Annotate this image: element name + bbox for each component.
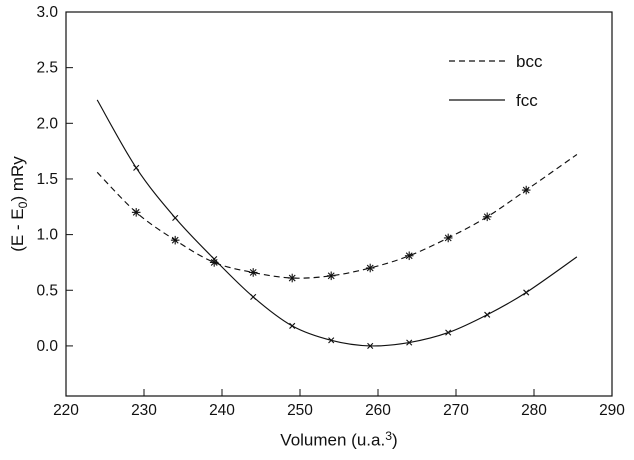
x-tick-label: 270 bbox=[443, 402, 469, 419]
legend-label-fcc: fcc bbox=[516, 91, 538, 110]
x-axis-title: Volumen (u.a.3) bbox=[280, 429, 397, 451]
asterisk-marker bbox=[404, 251, 414, 261]
fcc-markers bbox=[133, 164, 530, 349]
y-tick-label: 2.0 bbox=[36, 115, 58, 132]
plot-frame bbox=[65, 11, 613, 397]
marker-stroke bbox=[171, 236, 179, 244]
x-marker bbox=[406, 339, 413, 346]
asterisk-marker bbox=[248, 268, 258, 277]
x-tick-label: 250 bbox=[287, 402, 313, 419]
legend-label-bcc: bcc bbox=[516, 52, 543, 71]
y-tick-label: 0.5 bbox=[36, 282, 58, 299]
x-tick-label: 230 bbox=[131, 402, 157, 419]
marker-stroke bbox=[445, 329, 452, 336]
marker-stroke bbox=[132, 208, 140, 216]
y-tick-label: 1.5 bbox=[36, 171, 58, 188]
asterisk-marker bbox=[443, 233, 453, 243]
y-axis-title-text-end: ) mRy bbox=[8, 156, 28, 202]
x-marker bbox=[211, 256, 218, 263]
marker-stroke bbox=[328, 337, 335, 344]
marker-stroke bbox=[250, 293, 257, 301]
x-marker bbox=[445, 329, 452, 336]
marker-stroke bbox=[289, 322, 296, 329]
y-tick-label: 2.5 bbox=[36, 60, 58, 77]
bcc-curve bbox=[96, 154, 578, 279]
x-marker bbox=[484, 311, 491, 318]
y-axis-title: (E - E0) mRy bbox=[8, 156, 30, 252]
marker-stroke bbox=[367, 342, 374, 349]
y-tick-label: 3.0 bbox=[36, 4, 58, 21]
asterisk-marker bbox=[365, 263, 375, 273]
x-axis-title-text-end: ) bbox=[392, 430, 398, 450]
y-axis-title-text: (E - E bbox=[8, 208, 28, 252]
x-tick-label: 220 bbox=[53, 402, 79, 419]
asterisk-marker bbox=[131, 208, 141, 217]
marker-stroke bbox=[172, 214, 179, 221]
marker-stroke bbox=[366, 264, 374, 272]
marker-stroke bbox=[249, 269, 257, 276]
x-tick-label: 240 bbox=[209, 402, 235, 419]
x-marker bbox=[133, 164, 140, 171]
asterisk-marker bbox=[170, 235, 180, 245]
marker-stroke bbox=[523, 289, 530, 296]
marker-stroke bbox=[405, 252, 413, 260]
x-marker bbox=[172, 214, 179, 221]
x-tick-label: 290 bbox=[599, 402, 625, 419]
asterisk-marker bbox=[482, 212, 492, 222]
asterisk-marker bbox=[287, 273, 297, 283]
bcc-markers bbox=[131, 185, 531, 283]
marker-stroke bbox=[484, 311, 491, 318]
marker-stroke bbox=[327, 272, 335, 280]
marker-stroke bbox=[483, 213, 491, 221]
marker-stroke bbox=[211, 256, 218, 263]
x-marker bbox=[250, 293, 257, 301]
x-marker bbox=[367, 342, 374, 349]
x-marker bbox=[523, 289, 530, 296]
x-marker bbox=[289, 322, 296, 329]
x-axis-title-superscript: 3 bbox=[385, 429, 393, 443]
marker-stroke bbox=[444, 234, 452, 242]
y-axis-title-subscript: 0 bbox=[15, 201, 30, 209]
x-marker bbox=[328, 337, 335, 344]
y-tick-label: 1.0 bbox=[36, 227, 58, 244]
asterisk-marker bbox=[521, 185, 531, 195]
x-axis-title-text: Volumen (u.a. bbox=[280, 430, 386, 450]
marker-stroke bbox=[288, 274, 296, 282]
fcc-curve bbox=[96, 99, 578, 347]
y-tick-label: 0.0 bbox=[36, 338, 58, 355]
marker-stroke bbox=[133, 164, 140, 171]
marker-stroke bbox=[406, 339, 413, 346]
x-tick-label: 260 bbox=[365, 402, 391, 419]
asterisk-marker bbox=[326, 271, 336, 281]
x-tick-label: 280 bbox=[521, 402, 547, 419]
marker-stroke bbox=[522, 186, 530, 194]
